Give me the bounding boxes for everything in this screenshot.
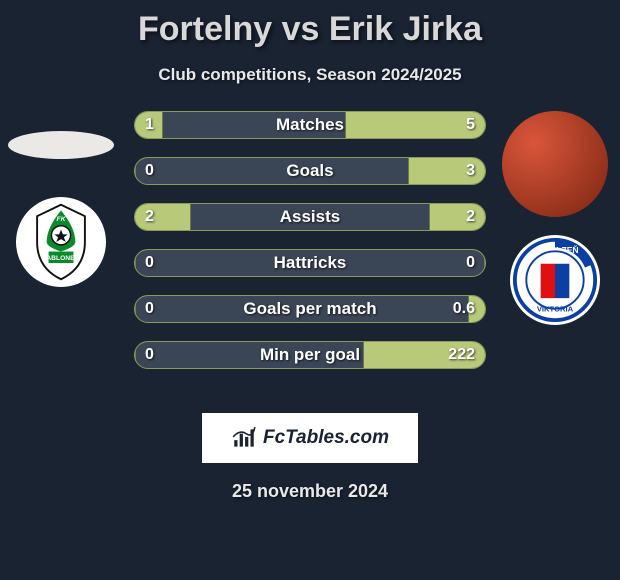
stat-row: 0222Min per goal xyxy=(134,341,486,369)
stat-label: Goals per match xyxy=(135,296,485,322)
left-column: JABLONEC FK xyxy=(6,111,116,287)
comparison-content: JABLONEC FK 15Matches 03Goals 22Assists 00H… xyxy=(0,111,620,391)
svg-text:VIKTORIA: VIKTORIA xyxy=(537,305,574,314)
stat-label: Goals xyxy=(135,158,485,184)
player2-club-logo: PLZEŇ VIKTORIA xyxy=(510,235,600,325)
player1-avatar xyxy=(8,131,114,159)
stat-label: Hattricks xyxy=(135,250,485,276)
player2-avatar xyxy=(502,111,608,217)
player1-name: Fortelny xyxy=(138,10,272,48)
stat-row: 22Assists xyxy=(134,203,486,231)
vs-label: vs xyxy=(282,10,320,48)
svg-text:JABLONEC: JABLONEC xyxy=(43,255,80,262)
stat-bars: 15Matches 03Goals 22Assists 00Hattricks 00.6… xyxy=(134,111,486,369)
stat-row: 00.6Goals per match xyxy=(134,295,486,323)
player1-club-logo: JABLONEC FK xyxy=(16,197,106,287)
page-title: Fortelny vs Erik Jirka xyxy=(0,10,620,49)
stat-row: 15Matches xyxy=(134,111,486,139)
stat-label: Matches xyxy=(135,112,485,138)
right-column: PLZEŇ VIKTORIA xyxy=(500,111,610,325)
jablonec-logo-icon: JABLONEC FK xyxy=(18,199,104,285)
brand-text: FcTables.com xyxy=(263,427,389,449)
date-text: 25 november 2024 xyxy=(0,481,620,502)
header: Fortelny vs Erik Jirka Club competitions… xyxy=(0,0,620,85)
svg-text:FK: FK xyxy=(57,216,67,223)
plzen-logo-icon: PLZEŇ VIKTORIA xyxy=(512,237,598,323)
stat-label: Min per goal xyxy=(135,342,485,368)
stat-row: 03Goals xyxy=(134,157,486,185)
stat-row: 00Hattricks xyxy=(134,249,486,277)
stat-label: Assists xyxy=(135,204,485,230)
brand-box[interactable]: FcTables.com xyxy=(202,413,418,463)
chart-icon xyxy=(231,425,257,451)
player2-name: Erik Jirka xyxy=(329,10,482,48)
subtitle: Club competitions, Season 2024/2025 xyxy=(0,65,620,85)
